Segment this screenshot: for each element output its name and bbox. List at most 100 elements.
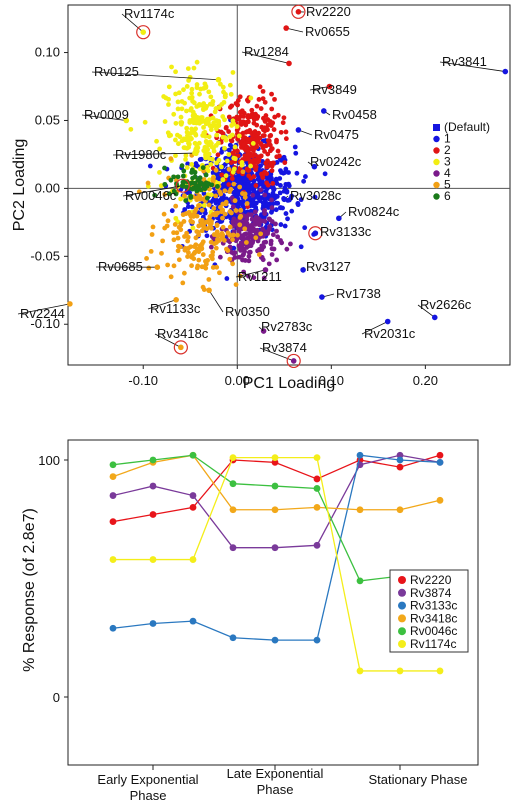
cluster-5-point (206, 277, 211, 282)
cluster-3-point (173, 138, 178, 143)
cluster-3-point (239, 163, 244, 168)
cluster-4-point (267, 261, 272, 266)
legend-marker (433, 193, 439, 199)
gene-point-rv2626c (432, 315, 438, 321)
gene-label: Rv0009 (84, 107, 129, 122)
gene-point-rv0685 (155, 264, 161, 270)
cluster-2-point (246, 151, 251, 156)
series-point-rv1174c (314, 454, 321, 461)
gene-label: Rv0655 (305, 24, 350, 39)
cluster-3-point (157, 170, 162, 175)
cluster-5-point (213, 194, 218, 199)
cluster-5-point (165, 263, 170, 268)
cluster-5-point (188, 212, 193, 217)
cluster-5-point (196, 203, 201, 208)
cluster-2-point (262, 128, 267, 133)
cluster-3-point (226, 152, 231, 157)
legend-marker (398, 627, 406, 635)
cluster-6-point (201, 183, 206, 188)
cluster-1-point (323, 171, 328, 176)
cluster-3-point (235, 124, 240, 129)
cluster-5-point (200, 228, 205, 233)
cluster-5-point (237, 222, 242, 227)
cluster-3-point (200, 133, 205, 138)
cluster-5-point (207, 203, 212, 208)
cluster-3-point (189, 106, 194, 111)
cluster-4-point (246, 223, 251, 228)
cluster-5-point (185, 254, 190, 259)
cluster-5-point (227, 167, 232, 172)
cluster-5-point (227, 257, 232, 262)
cluster-2-point (238, 110, 243, 115)
cluster-2-point (261, 116, 266, 121)
cluster-3-point (171, 112, 176, 117)
series-line-rv0046c (113, 455, 440, 581)
cluster-2-point (264, 165, 269, 170)
cluster-4-point (233, 255, 238, 260)
cluster-3-point (204, 139, 209, 144)
series-point-rv2220 (397, 464, 404, 471)
cluster-3-point (248, 164, 253, 169)
gene-point-rv1738 (319, 294, 325, 300)
gene-label: Rv0475 (314, 127, 359, 142)
y-tick-label: 0.10 (35, 45, 60, 60)
cluster-4-point (262, 193, 267, 198)
gene-label: Rv3849 (312, 82, 357, 97)
cluster-2-point (235, 103, 240, 108)
cluster-5-point (258, 231, 263, 236)
x-category-label: Stationary Phase (368, 772, 467, 787)
gene-point-rv3874 (291, 358, 297, 364)
y-tick-label: 0.05 (35, 112, 60, 127)
cluster-2-point (229, 103, 234, 108)
series-point-rv3133c (314, 637, 321, 644)
cluster-3-point (167, 84, 172, 89)
cluster-2-point (219, 172, 224, 177)
gene-point-rv1980c (192, 150, 198, 156)
line-y-axis-label: % Response (of 2.8e7) (21, 508, 38, 672)
gene-point-rv2244 (67, 301, 73, 307)
cluster-5-point (238, 215, 243, 220)
cluster-5-point (220, 216, 225, 221)
cluster-3-point (179, 122, 184, 127)
cluster-4-point (250, 193, 255, 198)
cluster-2-point (268, 119, 273, 124)
cluster-2-point (284, 130, 289, 135)
cluster-3-point (222, 100, 227, 105)
cluster-5-point (210, 256, 215, 261)
cluster-3-point (183, 153, 188, 158)
series-point-rv0046c (357, 577, 364, 584)
cluster-3-point (231, 70, 236, 75)
series-point-rv1174c (150, 556, 157, 563)
cluster-5-point (211, 265, 216, 270)
cluster-3-point (178, 134, 183, 139)
cluster-4-point (240, 258, 245, 263)
cluster-3-point (221, 90, 226, 95)
cluster-1-point (270, 185, 275, 190)
cluster-5-point (203, 259, 208, 264)
gene-label: Rv1174c (124, 6, 175, 21)
cluster-2-point (270, 164, 275, 169)
cluster-3-point (195, 60, 200, 65)
legend-marker (398, 640, 406, 648)
cluster-6-point (199, 188, 204, 193)
cluster-1-point (303, 174, 308, 179)
cluster-3-point (189, 91, 194, 96)
cluster-5-point (173, 222, 178, 227)
cluster-3-point (205, 117, 210, 122)
gene-point-rv2031c (385, 319, 391, 325)
cluster-3-point (187, 142, 192, 147)
gene-label: Rv2626c (420, 297, 472, 312)
cluster-5-point (182, 193, 187, 198)
cluster-6-point (193, 170, 198, 175)
cluster-1-point (210, 198, 215, 203)
gene-label: Rv0824c (348, 204, 400, 219)
cluster-3-point (128, 127, 133, 132)
x-category-label-line: Late Exponential (227, 766, 324, 781)
cluster-5-point (150, 232, 155, 237)
cluster-3-point (211, 121, 216, 126)
cluster-2-point (258, 84, 263, 89)
cluster-5-point (162, 226, 167, 231)
